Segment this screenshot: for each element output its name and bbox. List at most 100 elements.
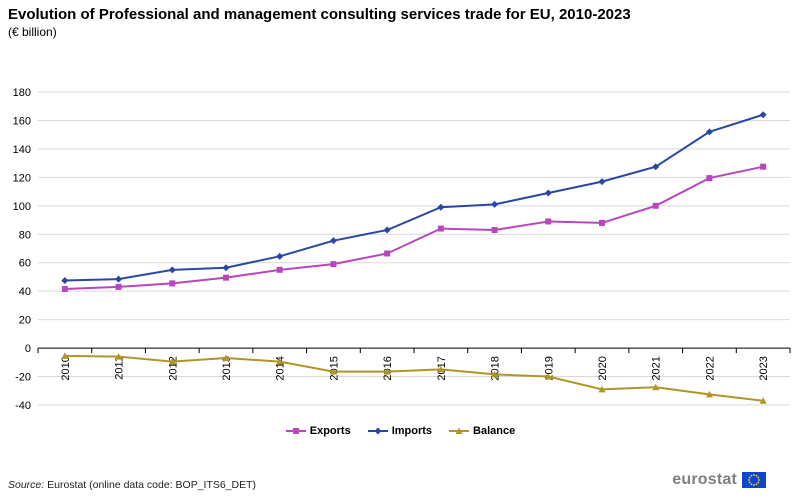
- eu-flag-icon: [742, 472, 766, 488]
- eu-flag-star: [750, 474, 753, 477]
- y-tick-label: 180: [13, 87, 31, 99]
- y-tick-label: 80: [19, 229, 31, 241]
- imports-point: [168, 266, 176, 274]
- chart-series: [61, 111, 767, 404]
- imports-point: [61, 277, 69, 285]
- eu-flag-star: [757, 476, 760, 479]
- balance-point: [544, 373, 552, 380]
- exports-point: [61, 286, 68, 293]
- exports-point: [760, 163, 767, 170]
- balance-point: [222, 354, 230, 362]
- x-tick-label: 2010: [60, 356, 72, 380]
- balance-point: [276, 358, 284, 365]
- eu-flag-star: [755, 483, 758, 486]
- x-tick-label: 2015: [328, 356, 340, 380]
- legend-label-imports: Imports: [391, 425, 433, 437]
- imports-point: [598, 178, 606, 186]
- eu-flag-star: [758, 479, 760, 481]
- exports-point: [223, 274, 229, 281]
- x-tick-label: 2012: [167, 356, 179, 380]
- eu-flag-star: [753, 484, 755, 486]
- legend-item-balance[interactable]: Balance: [448, 425, 515, 437]
- exports-point: [491, 227, 498, 234]
- y-tick-label: 60: [19, 258, 31, 270]
- exports-point: [437, 225, 444, 232]
- eu-flag-star: [748, 476, 751, 479]
- balance-point: [168, 358, 176, 365]
- imports-point: [329, 237, 337, 245]
- balance-point: [115, 353, 123, 360]
- balance-point: [759, 397, 767, 404]
- imports-point: [437, 203, 445, 211]
- exports-point: [545, 218, 552, 225]
- balance-point: [383, 368, 391, 375]
- x-tick-label: 2014: [275, 356, 287, 380]
- eu-flag-star: [750, 483, 753, 486]
- legend: Exports Imports Balance: [0, 425, 800, 437]
- legend-label-balance: Balance: [473, 425, 516, 437]
- eu-flag-star: [755, 474, 758, 477]
- y-tick-label: 160: [13, 115, 31, 127]
- x-tick-label: 2011: [114, 356, 126, 380]
- exports-point: [330, 261, 337, 268]
- x-tick-label: 2022: [704, 356, 716, 380]
- imports-point: [383, 226, 391, 234]
- imports-point: [544, 189, 552, 197]
- y-axis-labels: -40 -20 0 20 40 60 80 100 120 140 160 180: [13, 87, 31, 412]
- y-tick-label: 120: [13, 172, 31, 184]
- balance-point: [329, 368, 337, 375]
- imports-point: [115, 275, 123, 283]
- y-tick-label: 0: [25, 343, 31, 355]
- legend-item-imports[interactable]: Imports: [367, 425, 432, 437]
- exports-legend-icon: [285, 428, 306, 434]
- exports-point: [115, 283, 122, 290]
- x-tick-label: 2013: [221, 356, 233, 380]
- exports-point: [169, 280, 176, 287]
- x-tick-label: 2021: [651, 356, 663, 380]
- balance-point: [598, 385, 606, 393]
- y-tick-label: 20: [19, 315, 31, 327]
- imports-point: [652, 163, 660, 171]
- imports-point: [759, 111, 767, 119]
- y-tick-label: 40: [19, 286, 31, 298]
- imports-point: [222, 264, 230, 272]
- exports-point: [276, 266, 283, 273]
- eu-flag-star: [757, 481, 760, 484]
- balance-point: [705, 390, 713, 398]
- imports-point: [491, 200, 499, 208]
- exports-point: [706, 175, 713, 182]
- y-tick-label: -40: [15, 400, 31, 412]
- eu-flag-star: [748, 481, 751, 484]
- y-tick-label: 140: [13, 144, 31, 156]
- imports-point: [705, 128, 713, 136]
- exports-point: [599, 219, 605, 226]
- series-line-exports: [64, 165, 764, 291]
- balance-legend-icon: [449, 427, 470, 434]
- source-label: Source:: [8, 479, 45, 491]
- legend-label-exports: Exports: [309, 425, 351, 437]
- balance-point: [652, 383, 660, 391]
- x-tick-label: 2019: [543, 356, 555, 380]
- balance-point: [437, 365, 445, 373]
- legend-item-exports[interactable]: Exports: [285, 425, 351, 437]
- eu-flag-star: [748, 479, 750, 481]
- imports-point: [276, 252, 284, 260]
- eurostat-logo: eurostat: [672, 471, 766, 489]
- balance-point: [491, 370, 499, 378]
- exports-point: [652, 202, 659, 209]
- exports-point: [384, 250, 391, 257]
- series-line-imports: [64, 113, 764, 282]
- eurostat-logo-text: eurostat: [672, 471, 737, 488]
- series-line-balance: [64, 354, 764, 402]
- balance-point: [61, 352, 69, 359]
- y-tick-label: 100: [13, 201, 31, 213]
- grid-lines: [38, 91, 790, 406]
- y-tick-label: -20: [15, 372, 31, 384]
- source-text: Eurostat (online data code: BOP_ITS6_DET…: [47, 479, 257, 491]
- chart-subtitle: (€ billion): [8, 25, 57, 39]
- x-axis: 2010201120122013201420152016201720182019…: [37, 347, 791, 381]
- chart-title: Evolution of Professional and management…: [8, 6, 631, 23]
- imports-legend-icon: [367, 427, 388, 435]
- x-tick-label: 2020: [597, 356, 609, 380]
